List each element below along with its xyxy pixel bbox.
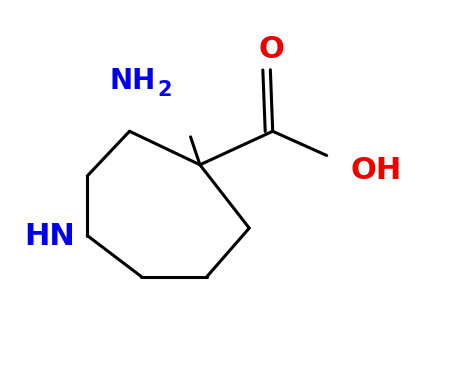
Text: NH: NH (109, 67, 155, 95)
Text: OH: OH (350, 156, 401, 185)
Text: HN: HN (24, 222, 75, 251)
Text: 2: 2 (158, 80, 172, 100)
Text: O: O (258, 35, 284, 64)
